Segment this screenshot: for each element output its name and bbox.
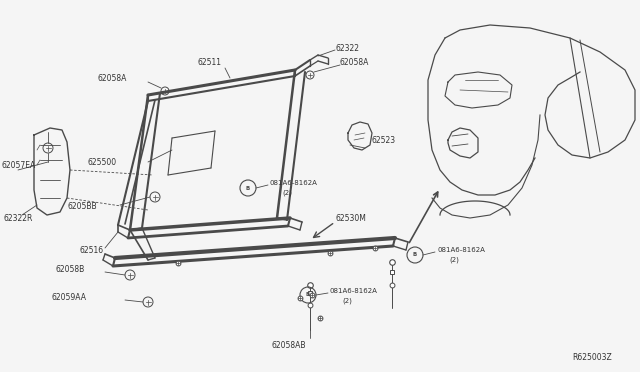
Text: B: B <box>413 253 417 257</box>
Text: 081A6-8162A: 081A6-8162A <box>330 288 378 294</box>
Text: 62523: 62523 <box>372 135 396 144</box>
Text: 081A6-8162A: 081A6-8162A <box>437 247 485 253</box>
Text: 6205BB: 6205BB <box>68 202 98 211</box>
Text: B: B <box>246 186 250 190</box>
Text: 62059AA: 62059AA <box>52 294 87 302</box>
Text: 62322: 62322 <box>336 44 360 52</box>
Text: 62511: 62511 <box>198 58 222 67</box>
Text: 62058A: 62058A <box>340 58 369 67</box>
Text: 081A6-8162A: 081A6-8162A <box>270 180 318 186</box>
Text: B: B <box>306 292 310 298</box>
Text: 62516: 62516 <box>80 246 104 254</box>
Text: 625500: 625500 <box>88 157 117 167</box>
Text: 62057EA: 62057EA <box>2 160 36 170</box>
Text: 62530M: 62530M <box>335 214 366 222</box>
Text: 62058A: 62058A <box>98 74 127 83</box>
Text: (2): (2) <box>342 298 352 304</box>
Text: R625003Z: R625003Z <box>572 353 612 362</box>
Text: (2): (2) <box>282 190 292 196</box>
Text: 62322R: 62322R <box>4 214 33 222</box>
Text: 62058B: 62058B <box>55 266 84 275</box>
Text: (2): (2) <box>449 257 459 263</box>
Text: 62058AB: 62058AB <box>272 340 307 350</box>
